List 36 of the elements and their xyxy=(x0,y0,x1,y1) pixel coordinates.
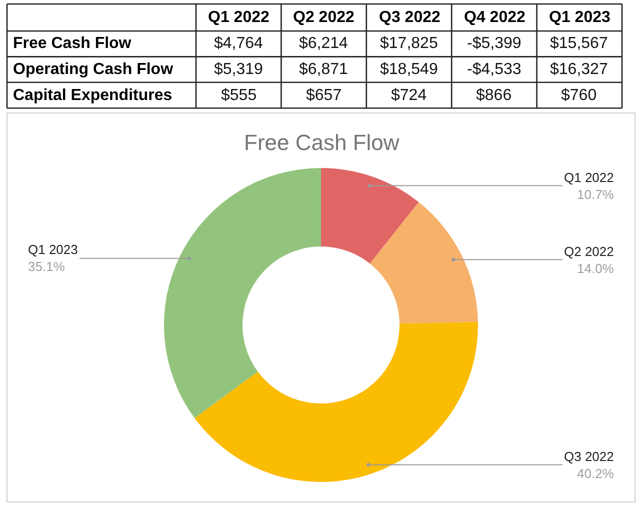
data-label: 40.2% xyxy=(577,466,614,481)
slice-label: Q1 2023 xyxy=(28,242,78,257)
text: $6,214 xyxy=(299,35,348,52)
text: $5,319 xyxy=(214,61,263,78)
text: $555 xyxy=(221,87,257,104)
text: -$5,399 xyxy=(467,35,522,52)
text: $17,825 xyxy=(380,35,438,52)
category-label: Q2 2022 xyxy=(293,9,354,26)
slice-label: Q3 2022 xyxy=(564,449,614,464)
donut-slice xyxy=(164,168,321,418)
text: $4,764 xyxy=(214,35,263,52)
text: -$4,533 xyxy=(467,61,522,78)
text: $760 xyxy=(561,87,597,104)
category-label: Q1 2023 xyxy=(549,9,610,26)
donut-slice xyxy=(321,168,419,264)
slice-label: Q1 2022 xyxy=(564,170,614,185)
text: $866 xyxy=(476,87,512,104)
text: $657 xyxy=(306,87,342,104)
donut-slice xyxy=(370,202,478,324)
category-label: Q4 2022 xyxy=(464,9,526,26)
text: $15,567 xyxy=(550,35,608,52)
category-label: Q3 2022 xyxy=(379,9,440,26)
text: $6,871 xyxy=(299,61,348,78)
category-label: Capital Expenditures xyxy=(13,87,172,104)
category-label: Operating Cash Flow xyxy=(13,61,174,78)
data-label: 10.7% xyxy=(577,186,614,202)
text: $18,549 xyxy=(380,61,438,78)
category-label: Free Cash Flow xyxy=(13,35,132,52)
donut-slice xyxy=(194,322,478,482)
slice-label: Q2 2022 xyxy=(564,244,614,259)
text: $16,327 xyxy=(550,61,608,78)
data-label: 35.1% xyxy=(28,258,66,274)
data-label: 14.0% xyxy=(577,260,614,276)
text: $724 xyxy=(391,87,427,104)
category-label: Q1 2022 xyxy=(208,9,270,26)
chart-title: Free Cash Flow xyxy=(244,130,400,155)
